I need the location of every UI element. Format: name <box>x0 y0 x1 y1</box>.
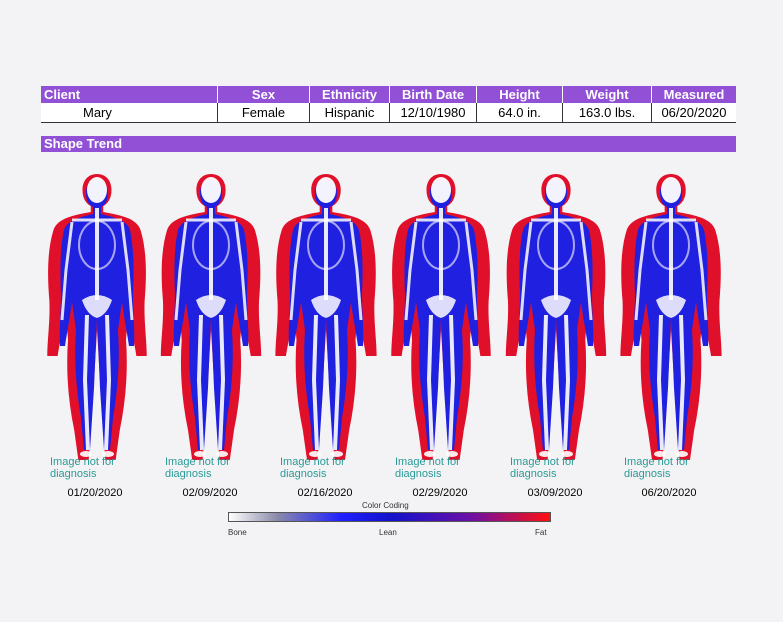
scan-disclaimer: Image not for diagnosis <box>624 456 689 480</box>
scan-date: 06/20/2020 <box>641 487 697 499</box>
legend-title: Color Coding <box>362 501 409 510</box>
value-sex: Female <box>217 103 309 122</box>
scan-disclaimer: Image not for diagnosis <box>395 456 460 480</box>
header-height: Height <box>476 86 562 103</box>
body-scan-image <box>156 150 266 470</box>
header-ethnicity: Ethnicity <box>309 86 389 103</box>
scan-date: 02/09/2020 <box>182 487 238 499</box>
header-sex: Sex <box>217 86 309 103</box>
value-weight: 163.0 lbs. <box>562 103 651 122</box>
body-scan-image <box>271 150 381 470</box>
value-client: Mary <box>83 105 112 120</box>
legend-label-lean: Lean <box>379 528 397 537</box>
scan-date: 01/20/2020 <box>67 487 123 499</box>
value-measured: 06/20/2020 <box>651 103 736 122</box>
value-ethnicity: Hispanic <box>309 103 389 122</box>
header-measured: Measured <box>651 86 736 103</box>
legend-label-bone: Bone <box>228 528 247 537</box>
client-table-row: Mary Female Hispanic 12/10/1980 64.0 in.… <box>41 103 736 123</box>
body-scan-image <box>501 150 611 470</box>
body-scan-image <box>42 150 152 470</box>
value-birth-date: 12/10/1980 <box>389 103 476 122</box>
header-client: Client <box>44 87 81 102</box>
body-scan-image <box>616 150 726 470</box>
scan-disclaimer: Image not for diagnosis <box>510 456 575 480</box>
header-weight: Weight <box>562 86 651 103</box>
body-scan-image <box>386 150 496 470</box>
client-table-header: Client Sex Ethnicity Birth Date Height W… <box>41 86 736 103</box>
scan-date: 02/16/2020 <box>297 487 353 499</box>
scan-date: 03/09/2020 <box>527 487 583 499</box>
scan-date: 02/29/2020 <box>412 487 468 499</box>
scan-disclaimer: Image not for diagnosis <box>50 456 115 480</box>
value-height: 64.0 in. <box>476 103 562 122</box>
scan-disclaimer: Image not for diagnosis <box>280 456 345 480</box>
header-birth-date: Birth Date <box>389 86 476 103</box>
client-info-table: Client Sex Ethnicity Birth Date Height W… <box>41 86 736 123</box>
legend-label-fat: Fat <box>535 528 547 537</box>
color-coding-bar <box>228 512 551 522</box>
shape-trend-title: Shape Trend <box>41 136 736 152</box>
scan-disclaimer: Image not for diagnosis <box>165 456 230 480</box>
